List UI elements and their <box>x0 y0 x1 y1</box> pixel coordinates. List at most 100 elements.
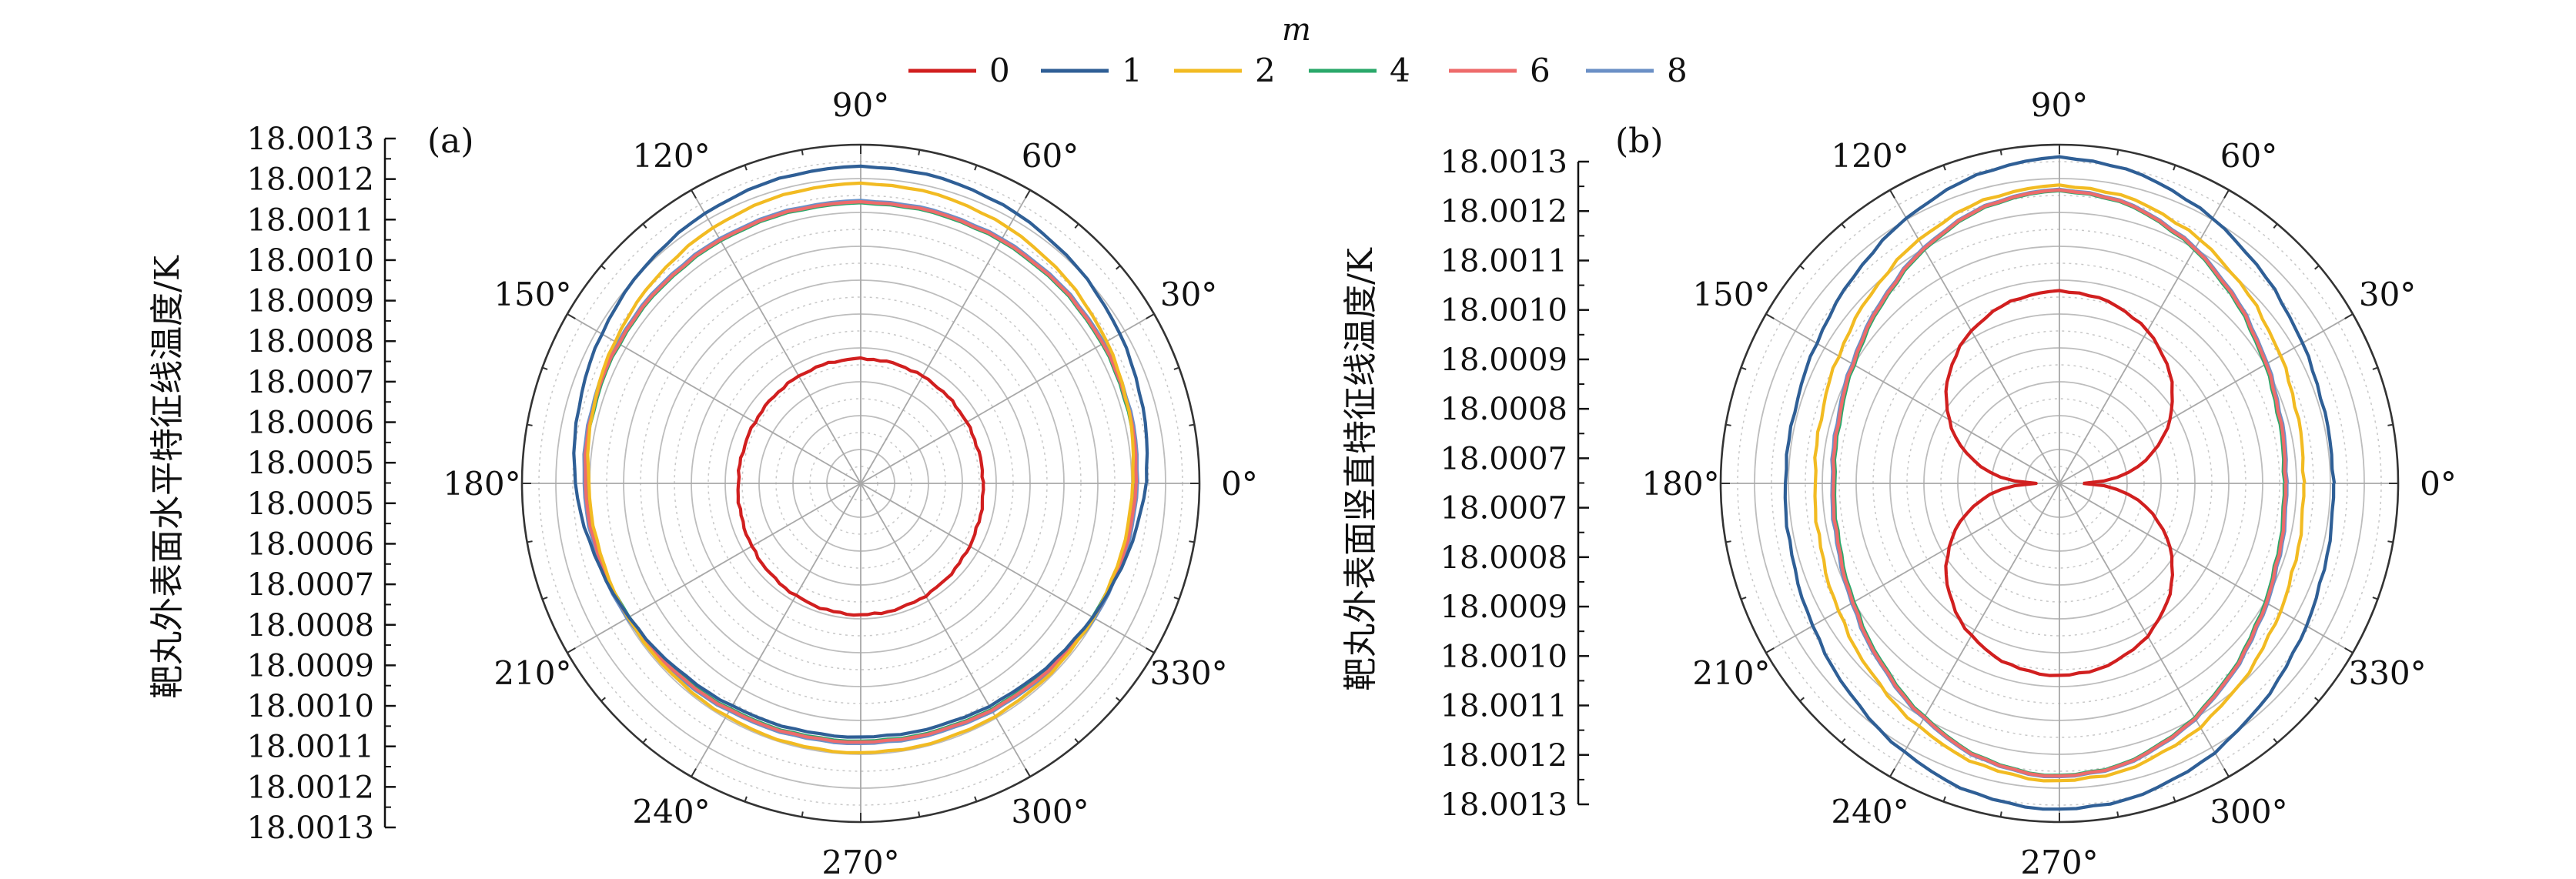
rim-tick <box>974 165 978 171</box>
polar-plot-a: 90° 60° 30° 0° 330° 300° 270° 240° 210° 180° 150° 1… <box>443 86 1257 879</box>
rim-tick <box>1189 423 1195 426</box>
rim-tick <box>1025 768 1031 777</box>
grid-spoke <box>567 483 861 653</box>
rim-tick <box>601 265 606 270</box>
rim-tick <box>1116 265 1121 270</box>
series-curve-m-0 <box>1944 289 2174 677</box>
radial-scale-a: 18.0013 18.0012 18.0011 18.0010 18.0009 18.00… <box>247 122 396 846</box>
radial-tick-label: 18.0010 <box>247 243 374 279</box>
radial-tick-label: 18.0012 <box>1440 738 1567 774</box>
rim-tick <box>542 597 548 600</box>
radial-tick-label: 18.0009 <box>1440 590 1567 625</box>
rim-tick <box>2273 738 2278 744</box>
polar-grid <box>1719 143 2400 824</box>
rim-tick <box>1765 313 1775 319</box>
legend-label-1: 1 <box>1122 52 1142 89</box>
radial-scale-b: 18.0013 18.0012 18.0011 18.0010 18.0009 18.00… <box>1440 145 1589 823</box>
series-curves-b <box>1783 155 2337 811</box>
rim-tick <box>1765 647 1775 653</box>
rim-tick <box>2116 149 2119 155</box>
grid-spoke <box>860 313 1155 484</box>
rim-tick <box>744 796 748 802</box>
rim-tick <box>1841 738 1846 744</box>
angle-label: 210° <box>1692 654 1770 692</box>
rim-tick <box>527 540 533 543</box>
radial-tick-label: 18.0008 <box>1440 392 1567 427</box>
radial-tick-label: 18.0008 <box>247 608 374 643</box>
grid-spoke <box>860 483 1155 653</box>
radial-tick-label: 18.0013 <box>1440 787 1567 823</box>
angle-label: 60° <box>2220 137 2277 175</box>
angle-label: 240° <box>1831 793 1909 831</box>
rim-tick <box>801 811 804 817</box>
rim-tick <box>2344 313 2354 319</box>
rim-tick <box>1173 597 1179 600</box>
radial-tick-label: 18.0013 <box>247 810 374 846</box>
rim-tick <box>2273 223 2278 229</box>
radial-tick-label: 18.0009 <box>1440 343 1567 378</box>
radial-tick-label: 18.0009 <box>247 648 374 683</box>
rim-tick <box>744 165 748 171</box>
radial-tick-label: 18.0011 <box>1440 243 1567 279</box>
radial-tick-label: 18.0006 <box>247 526 374 562</box>
rim-tick <box>1942 165 1946 171</box>
rim-tick <box>691 189 697 199</box>
radial-tick-label: 18.0008 <box>247 324 374 359</box>
angle-label: 300° <box>2210 793 2287 831</box>
ylabel-a: 靶丸外表面水平特征线温度/K <box>148 255 187 699</box>
angle-label: 180° <box>1641 465 1719 503</box>
radial-tick-label: 18.0011 <box>1440 689 1567 724</box>
angle-label: 120° <box>632 137 710 175</box>
rim-tick <box>527 423 533 426</box>
rim-tick <box>567 647 576 653</box>
rim-tick <box>2173 796 2176 802</box>
grid-spoke <box>691 483 861 777</box>
rim-tick <box>2314 697 2320 702</box>
rim-tick <box>1146 647 1155 653</box>
angle-label: 150° <box>493 276 571 313</box>
rim-tick <box>801 149 804 155</box>
rim-tick <box>2314 265 2320 270</box>
angle-label: 270° <box>821 844 899 879</box>
panel-a: 靶丸外表面水平特征线温度/K 18.001318.001218.001118.0… <box>148 86 1258 879</box>
grid-spoke <box>2059 483 2354 653</box>
rim-tick <box>1146 313 1155 319</box>
grid-spoke <box>2059 313 2354 484</box>
radial-tick-label: 18.0005 <box>247 446 374 481</box>
legend-label-2: 2 <box>1255 52 1276 89</box>
angle-label: 150° <box>1692 276 1770 313</box>
rim-tick <box>1116 697 1121 702</box>
radial-tick-label: 18.0011 <box>247 202 374 238</box>
angle-label: 30° <box>1160 276 1217 313</box>
rim-tick <box>1889 189 1895 199</box>
rim-tick <box>601 697 606 702</box>
rim-tick <box>1025 189 1031 199</box>
angle-label: 270° <box>2020 844 2098 879</box>
radial-tick-label: 18.0008 <box>1440 540 1567 576</box>
grid-spoke <box>1765 483 2060 653</box>
polar-grid <box>520 143 1201 824</box>
rim-tick <box>691 768 697 777</box>
rim-tick <box>2223 768 2230 777</box>
rim-tick <box>2116 811 2119 817</box>
angle-label: 330° <box>1149 654 1227 692</box>
rim-tick <box>974 796 978 802</box>
series-curve-m-1 <box>572 164 1149 739</box>
radial-tick-label: 18.0007 <box>1440 491 1567 526</box>
rim-tick <box>1725 540 1731 543</box>
series-curve-m-0 <box>736 356 985 617</box>
ylabel-b: 靶丸外表面竖直特征线温度/K <box>1341 247 1380 691</box>
legend-label-6: 6 <box>1530 52 1551 89</box>
radial-tick-label: 18.0012 <box>247 162 374 198</box>
rim-tick <box>2344 647 2354 653</box>
legend-label-4: 4 <box>1390 52 1410 89</box>
angle-label: 0° <box>2420 465 2457 503</box>
rim-tick <box>642 738 647 744</box>
radial-tick-label: 18.0010 <box>247 689 374 724</box>
grid-spoke <box>2059 189 2230 484</box>
rim-tick <box>1189 540 1195 543</box>
rim-tick <box>1999 811 2002 817</box>
rim-tick <box>1173 366 1179 370</box>
series-curve-m-6 <box>1832 188 2288 778</box>
legend-label-8: 8 <box>1667 52 1688 89</box>
